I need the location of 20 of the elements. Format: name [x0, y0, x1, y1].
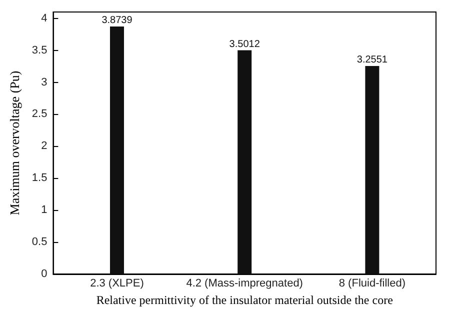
y-tick-label: 3 [41, 76, 48, 88]
y-tick-label: 0.5 [32, 236, 48, 248]
y-tick-label: 3.5 [32, 44, 48, 56]
y-tick-label: 2 [41, 140, 48, 152]
x-tick-label: 8 (Fluid-filled) [338, 278, 406, 290]
y-tick-label: 4 [41, 12, 48, 24]
x-axis-title: Relative permittivity of the insulator material outside the core [96, 292, 393, 307]
data-label: 3.5012 [229, 38, 260, 50]
y-tick-label: 2.5 [32, 108, 48, 120]
y-tick-label: 1.5 [32, 172, 48, 184]
bar [110, 26, 124, 274]
bar [365, 66, 380, 274]
y-axis-title: Maximum overvoltage (Pu) [7, 70, 22, 216]
data-label: 3.8739 [102, 14, 133, 26]
y-tick-label: 0 [41, 268, 48, 280]
x-tick-label: 4.2 (Mass-impregnated) [186, 278, 303, 290]
data-label: 3.2551 [356, 54, 388, 66]
x-tick-label: 2.3 (XLPE) [90, 278, 144, 290]
bar [238, 50, 252, 274]
y-tick-label: 1 [41, 204, 48, 216]
